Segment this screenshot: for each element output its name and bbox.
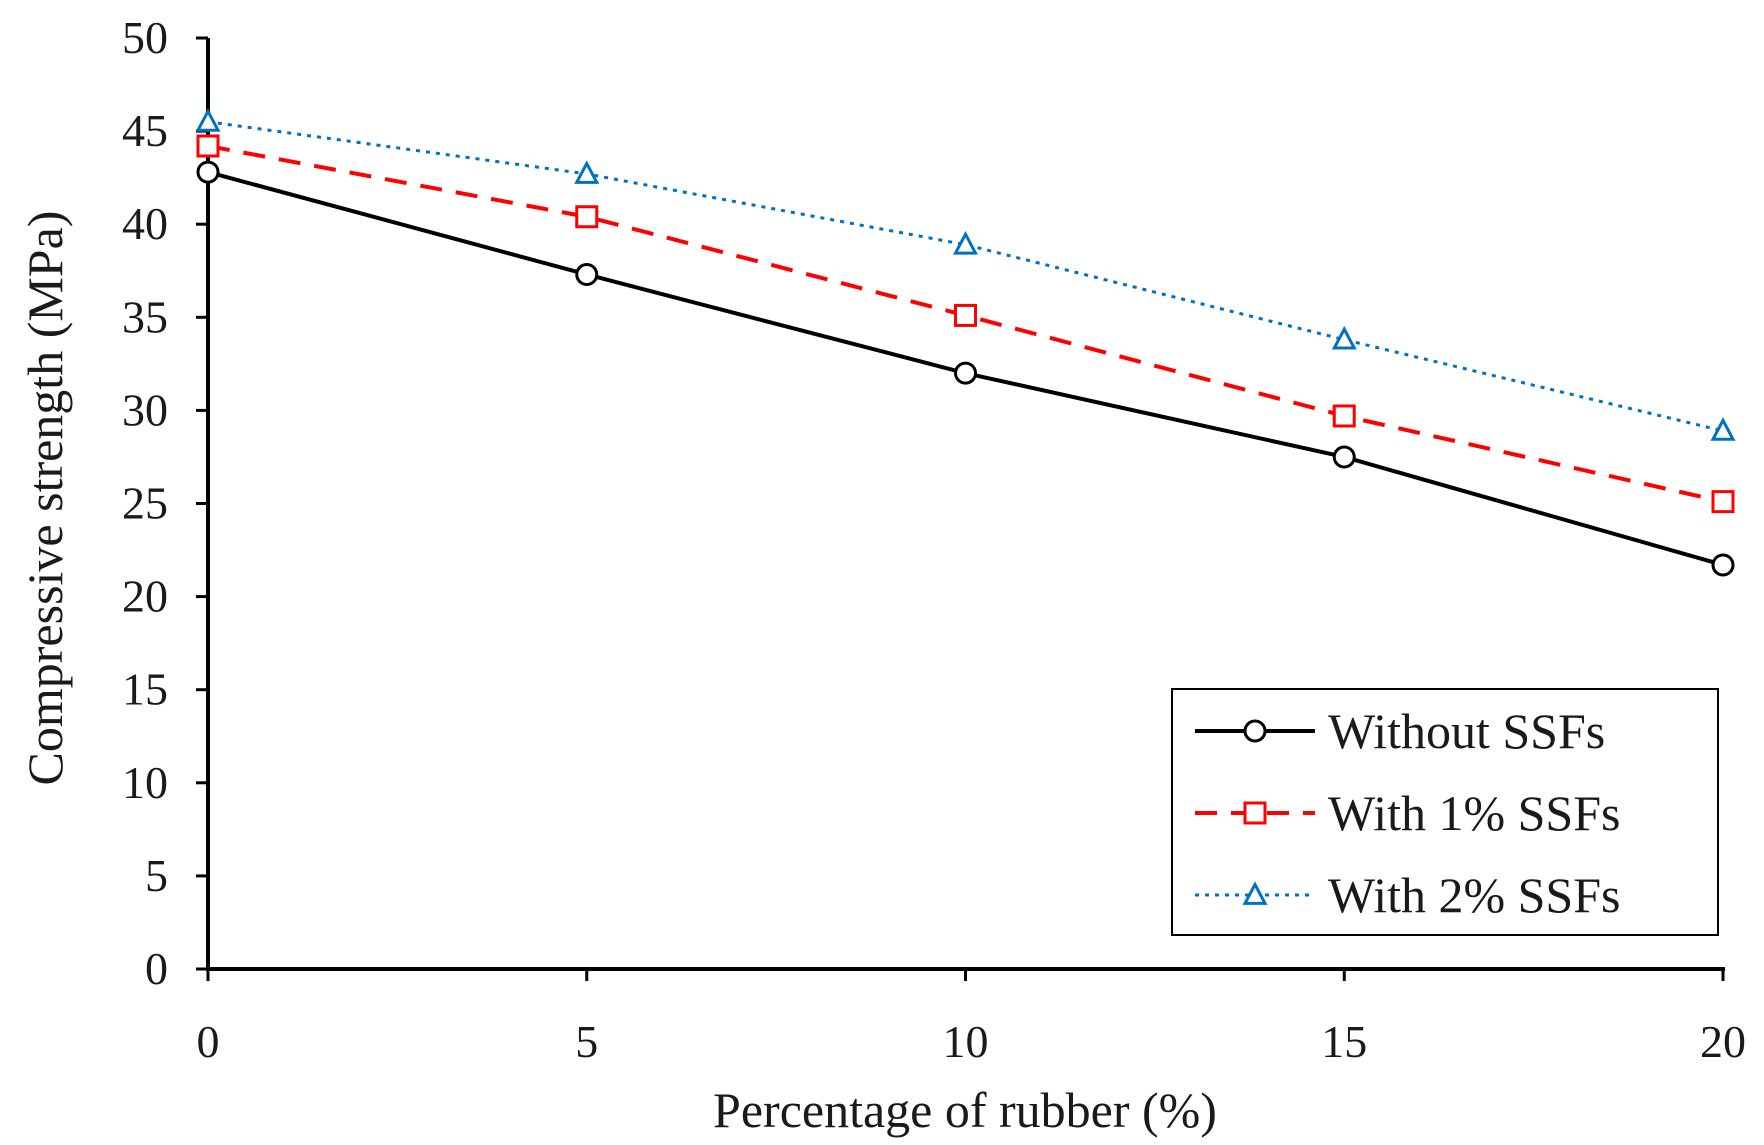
point-marker	[1331, 325, 1357, 350]
y-tick-label: 50	[122, 12, 168, 63]
y-tick-label: 40	[122, 198, 168, 249]
point-marker	[574, 160, 600, 184]
series-1	[196, 134, 1735, 514]
point-marker	[1242, 881, 1268, 905]
point-marker	[954, 303, 977, 327]
series-0	[196, 160, 1735, 577]
x-axis-title: Percentage of rubber (%)	[713, 1082, 1217, 1138]
point-marker	[196, 134, 220, 158]
point-marker	[954, 361, 977, 385]
point-marker	[1711, 490, 1735, 514]
legend-item: With 2% SSFs	[1195, 867, 1621, 923]
point-marker	[575, 262, 599, 286]
y-tick-label: 15	[122, 664, 168, 715]
y-tick-label: 30	[122, 384, 168, 435]
point-marker	[1332, 445, 1356, 469]
y-tick-label: 10	[122, 757, 168, 808]
legend-label: With 1% SSFs	[1328, 785, 1621, 841]
y-tick-label: 35	[122, 291, 168, 342]
y-tick-label: 45	[122, 105, 168, 156]
point-marker	[196, 160, 220, 184]
legend-item: Without SSFs	[1195, 703, 1605, 759]
point-marker	[1243, 801, 1267, 825]
series-2	[195, 108, 1736, 441]
y-tick-label: 5	[145, 850, 168, 901]
y-tick-label: 20	[122, 571, 168, 622]
point-marker	[1711, 553, 1735, 577]
legend: Without SSFs With 1% SSFs With 2% SSFs	[1171, 688, 1719, 936]
y-tick-label: 25	[122, 478, 168, 529]
axes: 0 5 10 15 20 25 30 35 40 45 50 0 5 10 15 20	[122, 12, 1746, 1067]
point-marker	[953, 230, 978, 255]
y-tick-label: 0	[145, 943, 168, 994]
point-marker	[1243, 719, 1267, 743]
legend-label: Without SSFs	[1328, 703, 1605, 759]
x-tick-label: 20	[1700, 1016, 1746, 1067]
y-axis-title: Compressive strength (MPa)	[17, 211, 73, 786]
series-layer	[195, 108, 1736, 577]
legend-item: With 1% SSFs	[1195, 785, 1621, 841]
x-tick-label: 0	[197, 1016, 220, 1067]
x-tick-label: 10	[943, 1016, 989, 1067]
point-marker	[575, 205, 599, 229]
point-marker	[195, 108, 221, 132]
point-marker	[1332, 404, 1356, 428]
x-tick-label: 15	[1321, 1016, 1367, 1067]
x-tick-label: 5	[575, 1016, 598, 1067]
point-marker	[1710, 417, 1736, 441]
legend-label: With 2% SSFs	[1328, 867, 1621, 923]
